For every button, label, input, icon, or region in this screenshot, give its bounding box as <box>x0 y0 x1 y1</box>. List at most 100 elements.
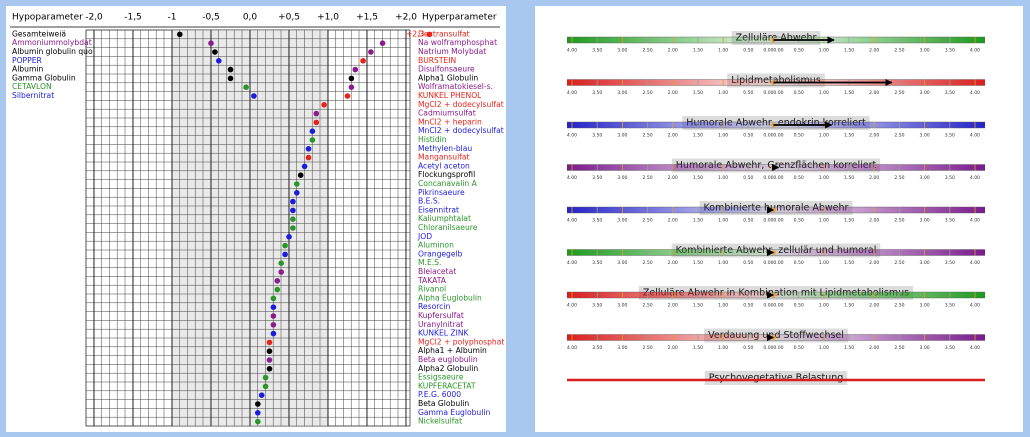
dot <box>258 392 265 399</box>
tick-label: 4.00 <box>970 345 980 351</box>
dot <box>270 322 277 328</box>
right-label: Resorcin <box>418 302 450 311</box>
tick-label: 2.00 <box>668 218 678 224</box>
dot <box>270 313 277 319</box>
title-box <box>704 371 848 385</box>
right-label: JOD <box>417 232 432 241</box>
tick-label: 3.50 <box>592 133 602 139</box>
tick-label: 1.00 <box>718 175 728 181</box>
left-label: CETAVLON <box>12 82 52 91</box>
tick-label: 1.50 <box>693 133 703 139</box>
tick-label: 2.50 <box>642 260 652 266</box>
tick-label: 0.00 <box>763 133 773 139</box>
right-label: Wolframatokiesel-s. <box>418 82 493 91</box>
tick-label: 0.50 <box>794 133 804 139</box>
dot <box>313 110 320 117</box>
dot <box>251 93 257 99</box>
tick-label: 3.50 <box>592 48 602 54</box>
tick-label: 1.00 <box>819 48 829 54</box>
tick-label: 1.00 <box>718 48 728 54</box>
right-label: KUPFERACETAT <box>418 381 476 390</box>
dot <box>360 58 366 64</box>
dot <box>321 102 327 108</box>
dot <box>254 410 261 416</box>
tick-label: 3.50 <box>945 218 955 224</box>
tick-label: 2.50 <box>894 260 904 266</box>
dot <box>294 181 300 187</box>
x-tick-label: -1,5 <box>124 13 142 23</box>
tick-label: 2.00 <box>668 345 678 351</box>
tick-label: 2.00 <box>869 48 879 54</box>
tick-label: 0.00 <box>773 175 783 181</box>
dot <box>294 190 300 196</box>
tick-label: 3.00 <box>617 175 627 181</box>
right-label: Essigsaeure <box>418 373 464 382</box>
dot <box>313 119 320 126</box>
value-label: +2,3 <box>406 29 425 38</box>
dot <box>243 84 249 90</box>
tick-label: 0.50 <box>794 175 804 181</box>
tick-label: 2.50 <box>642 218 652 224</box>
tick-label: 2.00 <box>668 133 678 139</box>
right-label: MnCl2 + dodecylsulfat <box>418 126 504 135</box>
x-tick-label: 0,0 <box>243 13 258 23</box>
left-label: Albumin globulin quo <box>12 47 93 56</box>
tick-label: 3.50 <box>592 260 602 266</box>
tick-label: 1.50 <box>844 218 854 224</box>
right-label: Acetyl aceton <box>418 161 470 170</box>
dot <box>282 251 288 258</box>
right-label: Kupfersulfat <box>418 311 464 320</box>
tick-label: 1.50 <box>693 218 703 224</box>
tick-label: 1.50 <box>693 303 703 309</box>
dot <box>177 31 183 38</box>
right-label: Beta Globulin <box>418 399 469 408</box>
tick-label: 2.50 <box>894 345 904 351</box>
tick-label: 4.00 <box>970 48 980 54</box>
right-label: Gamma Euglobulin <box>418 408 490 417</box>
right-label: MgCl2 + polyphosphat <box>418 337 504 346</box>
tick-label: 0.50 <box>743 48 753 54</box>
right-label: Nickelsulfat <box>418 417 462 426</box>
tick-label: 3.50 <box>592 303 602 309</box>
tick-label: 2.50 <box>642 303 652 309</box>
dot <box>227 66 234 73</box>
dot <box>266 357 273 363</box>
tick-label: 1.00 <box>718 345 728 351</box>
tick-label: 3.00 <box>920 303 930 309</box>
tick-label: 0.50 <box>743 218 753 224</box>
tick-label: 3.00 <box>920 90 930 96</box>
center-marker <box>770 249 777 256</box>
x-tick-label: -0,5 <box>202 13 220 23</box>
tick-label: 4.00 <box>567 133 577 139</box>
tick-label: 0.50 <box>794 303 804 309</box>
tick-label: 1.50 <box>844 90 854 96</box>
tick-label: 4.00 <box>970 90 980 96</box>
right-label: TAKATA <box>417 276 447 285</box>
left-label: Gamma Globulin <box>12 73 76 82</box>
dot <box>278 269 285 275</box>
tick-label: 1.00 <box>718 90 728 96</box>
tick-label: 3.00 <box>920 48 930 54</box>
tick-label: 0.00 <box>773 345 783 351</box>
tick-label: 3.00 <box>920 345 930 351</box>
x-tick-label: +1,0 <box>317 13 339 23</box>
tick-label: 2.00 <box>668 260 678 266</box>
tick-label: 4.00 <box>567 90 577 96</box>
right-label: Rivanol <box>418 285 446 294</box>
tick-label: 2.00 <box>869 303 879 309</box>
right-label: Dextransulfat <box>418 29 470 38</box>
tick-label: 1.00 <box>819 218 829 224</box>
tick-label: 0.50 <box>743 345 753 351</box>
tick-label: 1.00 <box>819 175 829 181</box>
dot <box>262 383 269 390</box>
tick-label: 0.50 <box>743 133 753 139</box>
tick-label: 4.00 <box>970 260 980 266</box>
tick-label: 3.00 <box>920 260 930 266</box>
dot <box>254 401 261 407</box>
tick-label: 4.00 <box>970 133 980 139</box>
tick-label: 1.50 <box>844 303 854 309</box>
tick-label: 3.00 <box>617 48 627 54</box>
dot <box>290 198 296 205</box>
right-label: Chloranilsaeure <box>418 223 478 232</box>
